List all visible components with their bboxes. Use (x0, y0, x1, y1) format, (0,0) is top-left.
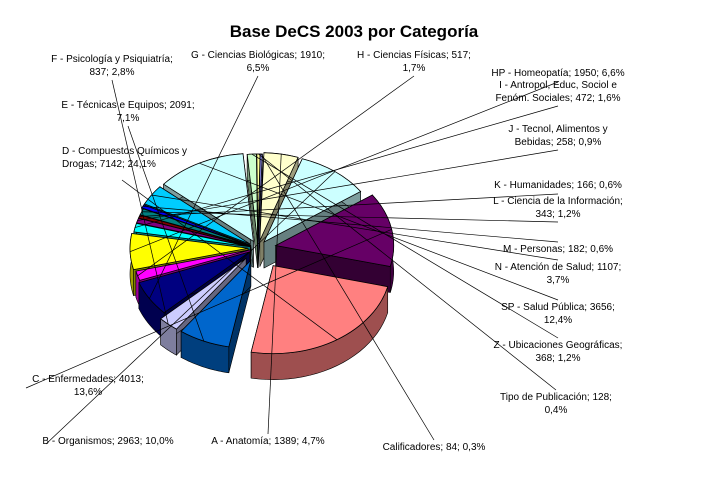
leader-line (149, 75, 259, 299)
slice-data-label: D - Compuestos Químicos y Drogas; 7142; 2… (62, 146, 187, 170)
data-labels: A - Anatomía; 1389; 4,7% B - Organismos; … (32, 50, 625, 453)
leader-lines (25, 75, 559, 445)
slice-data-label: E - Técnicas e Equipos; 2091; 7,1% (61, 100, 194, 124)
slice-label-line: 3,7% (547, 275, 570, 286)
leader-line (251, 153, 559, 339)
slice-data-label: SP - Salud Pública; 3656; 12,4% (501, 302, 615, 326)
leader-line (137, 75, 415, 277)
slice-data-label: M - Personas; 182; 0,6% (503, 244, 613, 255)
slice-label-line: HP - Homeopatía; 1950; 6,6% (491, 68, 624, 79)
slice-data-label: Calificadores; 84; 0,3% (383, 442, 486, 453)
slice-label-line: L - Ciencia de la Información; (493, 196, 623, 207)
slice-data-label: L - Ciencia de la Información; 343; 1,2% (493, 196, 623, 220)
slice-label-line: A - Anatomía; 1389; 4,7% (211, 436, 325, 447)
slice-data-label: HP - Homeopatía; 1950; 6,6% (491, 68, 624, 79)
slice-data-label: C - Enfermedades; 4013; 13,6% (32, 374, 144, 398)
slice-label-line: 343; 1,2% (535, 209, 580, 220)
slice-data-label: N - Atención de Salud; 1107; 3,7% (495, 262, 622, 286)
slice-label-line: N - Atención de Salud; 1107; (495, 262, 622, 273)
slice-label-line: 0,4% (545, 405, 568, 416)
slice-data-label: K - Humanidades; 166; 0,6% (494, 180, 622, 191)
slice-label-line: Calificadores; 84; 0,3% (383, 442, 486, 453)
slice-label-line: SP - Salud Pública; 3656; (501, 302, 615, 313)
slice-label-line: K - Humanidades; 166; 0,6% (494, 180, 622, 191)
pie-slice (129, 233, 249, 271)
slice-label-line: 7,1% (117, 113, 140, 124)
slice-label-line: J - Tecnol, Alimentos y (508, 124, 607, 135)
slice-label-line: 837; 2,8% (89, 67, 134, 78)
slice-data-label: J - Tecnol, Alimentos y Bebidas; 258; 0,9… (508, 124, 607, 148)
leader-line (137, 149, 559, 221)
slice-label-line: Fenóm. Sociales; 472; 1,6% (495, 93, 620, 104)
slice-label-line: 1,7% (403, 63, 426, 74)
leader-line (121, 179, 338, 340)
leader-line (25, 229, 392, 389)
leader-line (267, 154, 282, 435)
leader-line (260, 153, 435, 441)
chart-title: Base DeCS 2003 por Categoría (230, 22, 479, 41)
leader-line (141, 211, 559, 223)
slice-label-line: Z - Ubicaciones Geográficas; (494, 340, 623, 351)
leader-line (129, 81, 559, 252)
leader-line (258, 153, 557, 391)
leader-line (45, 171, 336, 445)
slice-label-line: B - Organismos; 2963; 10,0% (42, 436, 173, 447)
slice-label-line: 13,6% (74, 387, 102, 398)
slice-label-line: M - Personas; 182; 0,6% (503, 244, 613, 255)
slice-data-label: H - Ciencias Físicas; 517; 1,7% (357, 50, 471, 74)
leader-line (111, 79, 169, 325)
leader-line (134, 105, 559, 228)
slice-label-line: D - Compuestos Químicos y (62, 146, 187, 157)
pie-slice (138, 251, 250, 314)
leader-line (142, 206, 559, 243)
slice-label-line: Bebidas; 258; 0,9% (515, 137, 602, 148)
slice-label-line: C - Enfermedades; 4013; (32, 374, 144, 385)
slice-label-line: E - Técnicas e Equipos; 2091; (61, 100, 194, 111)
slice-label-line: F - Psicología y Psiquiatría; (51, 54, 173, 65)
leader-line (139, 193, 559, 217)
slice-label-line: 6,5% (247, 63, 270, 74)
leader-line (127, 125, 205, 342)
slice-label-line: 368; 1,2% (535, 353, 580, 364)
slice-data-label: Tipo de Publicación; 128; 0,4% (500, 392, 612, 416)
pie-slice (135, 249, 251, 281)
pie-slice (246, 153, 259, 243)
slice-label-line: Tipo de Publicación; 128; (500, 392, 612, 403)
leader-line (199, 162, 559, 301)
slice-label-line: 12,4% (544, 315, 572, 326)
leader-line (151, 194, 559, 261)
slice-label-line: H - Ciencias Físicas; 517; (357, 50, 471, 61)
slice-label-line: Drogas; 7142; 24,1% (62, 159, 156, 170)
slice-data-label: A - Anatomía; 1389; 4,7% (211, 436, 325, 447)
slice-data-label: G - Ciencias Biológicas; 1910; 6,5% (191, 50, 325, 74)
slice-data-label: B - Organismos; 2963; 10,0% (42, 436, 173, 447)
slice-data-label: Z - Ubicaciones Geográficas; 368; 1,2% (494, 340, 623, 364)
slice-data-label: I - Antropol, Educ, Sociol e Fenóm. Socia… (495, 80, 620, 104)
slice-label-line: G - Ciencias Biológicas; 1910; (191, 50, 325, 61)
slice-label-line: I - Antropol, Educ, Sociol e (499, 80, 617, 91)
slice-data-label: F - Psicología y Psiquiatría; 837; 2,8% (51, 54, 173, 78)
